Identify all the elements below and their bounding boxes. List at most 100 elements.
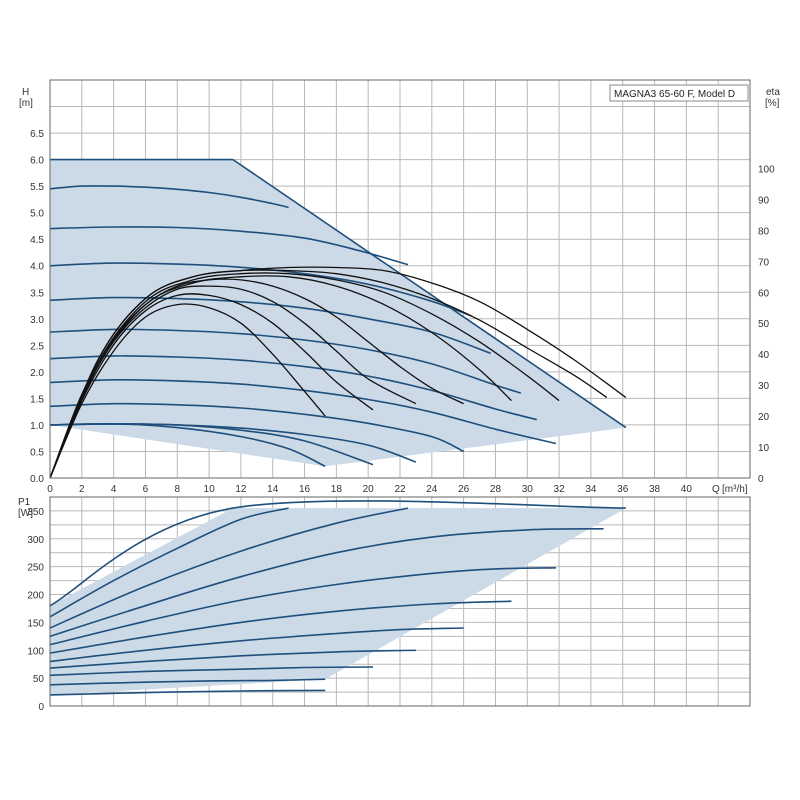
head-tick-label: 0.5 [30, 447, 44, 458]
power-tick-label: 150 [27, 618, 44, 629]
power-curve-line [49, 500, 626, 607]
efficiency-tick-label: 70 [758, 257, 770, 268]
efficiency-tick-label: 10 [758, 443, 770, 454]
efficiency-tick-label: 90 [758, 195, 770, 206]
pump-curve-line [49, 226, 409, 266]
efficiency-curve-line [49, 275, 512, 479]
power-area-fill [50, 508, 626, 695]
pump-curve-line [49, 378, 557, 445]
efficiency-tick-label: 60 [758, 288, 770, 299]
head-plot-frame [49, 79, 751, 479]
flow-tick-label: 10 [204, 484, 216, 495]
head-axis-unit: [m] [19, 98, 33, 109]
efficiency-tick-label: 20 [758, 412, 770, 423]
flow-tick-label: 24 [426, 484, 438, 495]
pump-curve-line [49, 355, 537, 421]
head-tick-label: 1.0 [30, 421, 44, 432]
head-tick-label: 5.0 [30, 209, 44, 220]
power-curve-line [49, 689, 326, 696]
flow-tick-label: 38 [649, 484, 661, 495]
power-tick-label: 100 [27, 646, 44, 657]
flow-tick-label: 8 [174, 484, 180, 495]
flow-axis-label: Q [712, 484, 720, 495]
flow-tick-label: 36 [617, 484, 629, 495]
power-tick-label: 50 [33, 674, 45, 685]
flow-axis-ticks: 0 2 4 6 8 10 12 14 16 18 20 22 24 26 28 30 32 34 36 38 40 [47, 484, 692, 495]
flow-tick-label: 34 [585, 484, 597, 495]
head-axis-ticks: 0.0 0.5 1.0 1.5 2.0 2.5 3.0 3.5 4.0 4.5 5.0 5.5 6.0 6… [30, 129, 44, 485]
flow-tick-label: 14 [267, 484, 279, 495]
flow-axis-unit: [m³/h] [722, 484, 748, 495]
power-plot-frame [49, 496, 751, 707]
pump-curve-line [49, 296, 491, 355]
head-tick-label: 0.0 [30, 474, 44, 485]
efficiency-tick-label: 40 [758, 350, 770, 361]
efficiency-tick-label: 30 [758, 381, 770, 392]
efficiency-tick-label: 0 [758, 474, 764, 485]
efficiency-curve-line [49, 303, 326, 479]
power-tick-label: 350 [27, 507, 44, 518]
flow-tick-label: 28 [490, 484, 502, 495]
efficiency-tick-label: 50 [758, 319, 770, 330]
head-tick-label: 4.5 [30, 235, 44, 246]
flow-tick-label: 2 [79, 484, 85, 495]
efficiency-axis-label: eta [766, 87, 780, 98]
power-curve-line [49, 528, 604, 638]
efficiency-curve-line [49, 266, 627, 479]
flow-tick-label: 6 [143, 484, 149, 495]
efficiency-tick-label: 100 [758, 164, 775, 175]
head-tick-label: 2.0 [30, 368, 44, 379]
power-curve-line [49, 666, 374, 677]
efficiency-curve-line [49, 272, 560, 479]
head-tick-label: 5.5 [30, 182, 44, 193]
flow-tick-label: 12 [235, 484, 247, 495]
efficiency-curve-line [49, 293, 374, 479]
head-tick-label: 6.5 [30, 129, 44, 140]
power-tick-label: 200 [27, 591, 44, 602]
power-curve-line [49, 649, 416, 669]
efficiency-axis-unit: [%] [765, 98, 780, 109]
head-tick-label: 6.0 [30, 156, 44, 167]
flow-tick-label: 16 [299, 484, 311, 495]
power-tick-label: 0 [38, 702, 44, 713]
flow-tick-label: 32 [554, 484, 566, 495]
flow-tick-label: 30 [522, 484, 534, 495]
flow-tick-label: 18 [331, 484, 343, 495]
pump-curve-line [49, 185, 289, 209]
power-curve-line [49, 600, 512, 654]
flow-tick-label: 0 [47, 484, 53, 495]
efficiency-axis-ticks: 0 10 20 30 40 50 60 70 80 90 100 [758, 164, 775, 485]
head-tick-label: 1.5 [30, 394, 44, 405]
flow-tick-label: 26 [458, 484, 470, 495]
max-curve-edge [232, 158, 627, 429]
power-operating-area [50, 508, 626, 695]
efficiency-tick-label: 80 [758, 226, 770, 237]
power-tick-label: 300 [27, 535, 44, 546]
power-curve-line [49, 627, 464, 663]
head-tick-label: 3.5 [30, 288, 44, 299]
pump-curve-line [49, 402, 464, 453]
power-curve-line [49, 507, 289, 618]
head-tick-label: 3.0 [30, 315, 44, 326]
flow-tick-label: 20 [363, 484, 375, 495]
power-axis-label: P1 [18, 497, 31, 508]
flow-tick-label: 4 [111, 484, 117, 495]
efficiency-curves [49, 266, 627, 479]
power-axis-ticks: 0 50 100 150 200 250 300 350 [27, 507, 44, 713]
power-axis-unit: [W] [18, 508, 33, 519]
power-curves [49, 500, 626, 696]
power-panel: 0 50 100 150 200 250 300 350 P1 [W] [18, 496, 751, 713]
head-tick-label: 4.0 [30, 262, 44, 273]
power-tick-label: 250 [27, 563, 44, 574]
power-curve-line [49, 567, 556, 646]
pump-curve-line [49, 422, 326, 468]
head-tick-label: 2.5 [30, 341, 44, 352]
pump-curves [49, 158, 627, 468]
flow-tick-label: 40 [681, 484, 693, 495]
power-curve-line [49, 507, 409, 629]
title-box [609, 84, 749, 102]
flow-tick-label: 22 [394, 484, 406, 495]
pump-curve-line [49, 328, 522, 394]
head-axis-label: H [22, 87, 29, 98]
